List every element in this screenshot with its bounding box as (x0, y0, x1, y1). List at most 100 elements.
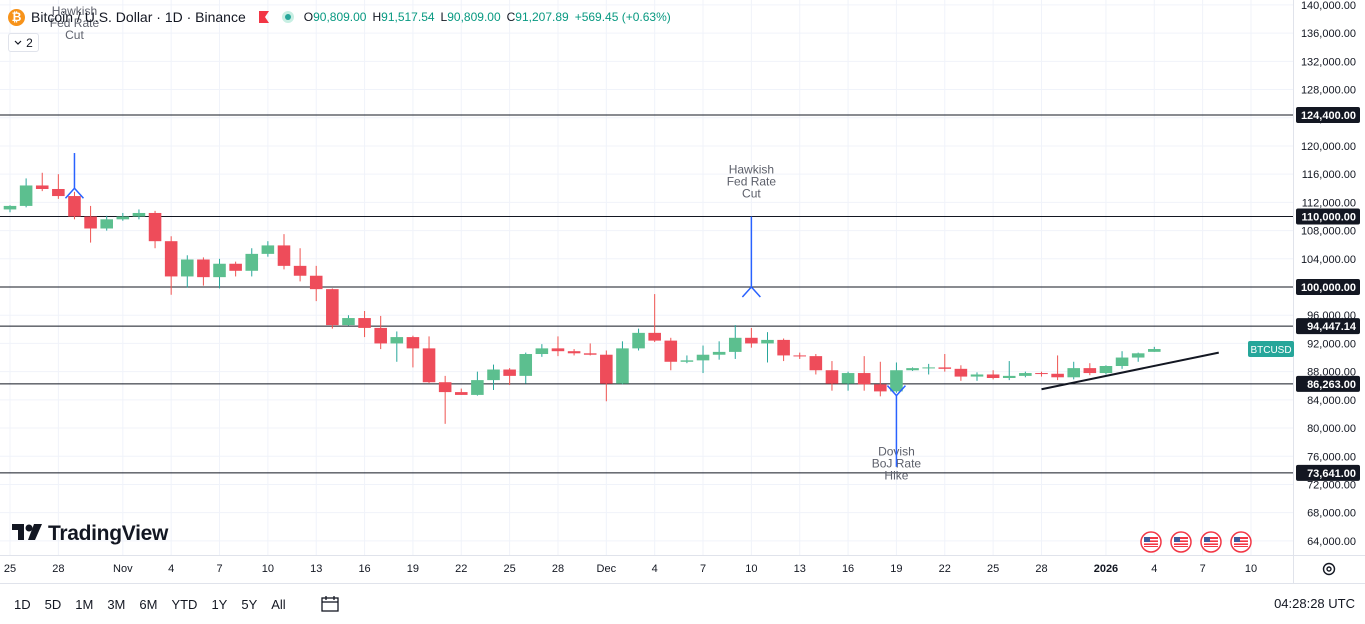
candle (1099, 365, 1113, 375)
annotation-text: Cut (742, 187, 761, 201)
candle-body (293, 265, 307, 276)
candle (1067, 361, 1080, 380)
timeframe-5d[interactable]: 5D (44, 596, 62, 612)
annotation-text: Hawkish (729, 163, 774, 177)
candle (954, 365, 968, 381)
candle-body (454, 392, 468, 395)
candle-body (1131, 353, 1145, 358)
us-flag-icon[interactable] (1170, 531, 1192, 553)
y-axis: 64,000.00 68,000.00 72,000.00 76,000.00 80,0… (1248, 0, 1365, 583)
chevron-down-icon (14, 40, 22, 45)
us-flag-icon[interactable] (1200, 531, 1222, 553)
x-tick-label: 25 (987, 563, 999, 575)
gear-icon[interactable] (1321, 561, 1337, 577)
ohlc-high-label: H (372, 10, 382, 24)
y-tick-label: 80,000.00 (1307, 423, 1356, 435)
timeframe-all[interactable]: All (271, 596, 286, 612)
candle (471, 371, 484, 396)
candle (761, 332, 774, 363)
symbol-title[interactable]: Bitcoin / U.S. Dollar · 1D · Binance (31, 9, 246, 25)
utc-clock[interactable]: 04:28:28 UTC (1274, 596, 1355, 611)
x-tick-label: 19 (890, 563, 902, 575)
indicators-toggle-button[interactable]: 2 (8, 33, 39, 52)
annotation-arrow-head (886, 385, 906, 397)
ohlc-low-label: L (440, 10, 448, 24)
flag-icon[interactable] (258, 11, 270, 23)
tradingview-logo-text: TradingView (48, 522, 169, 545)
us-flag-icon[interactable] (1230, 531, 1252, 553)
candle (1131, 352, 1145, 362)
y-tick-label: 132,000.00 (1301, 56, 1356, 68)
tradingview-logo[interactable]: TradingView (12, 522, 168, 546)
timeframe-1y[interactable]: 1Y (211, 596, 228, 612)
candle (326, 288, 339, 329)
candle (986, 370, 1000, 380)
timeframe-5y[interactable]: 5Y (241, 596, 258, 612)
x-tick-label: 4 (168, 563, 174, 575)
candle-body (906, 368, 919, 371)
candle-body (68, 196, 81, 217)
candle (3, 205, 17, 213)
candle (84, 205, 97, 243)
candle (616, 341, 629, 385)
x-tick-label: 7 (700, 563, 706, 575)
candle-body (825, 370, 839, 384)
horizontal-levels (0, 114, 1293, 474)
x-tick-label: 28 (52, 563, 64, 575)
timeframe-3m[interactable]: 3M (107, 596, 126, 612)
candle (567, 349, 581, 356)
level-price-label-bg (1296, 279, 1360, 296)
annotation-arrow-head (741, 285, 761, 298)
candle (1035, 371, 1048, 377)
level-price-label: 73,641.00 (1307, 468, 1356, 480)
last-price-symbol-label: BTCUSD (1250, 345, 1291, 356)
candle (1083, 363, 1097, 376)
ohlc-open-label: O (303, 10, 314, 24)
candle-body (19, 185, 33, 206)
x-tick-label: 13 (794, 563, 806, 575)
timeframe-ytd[interactable]: YTD (171, 596, 198, 612)
symbol-header: ₿ Bitcoin / U.S. Dollar · 1D · Binance O… (8, 7, 671, 27)
annotation-text: Hike (884, 469, 908, 483)
candle-body (632, 332, 645, 349)
candle (809, 354, 823, 375)
y-tick-label: 92,000.00 (1307, 338, 1356, 350)
candle (1115, 351, 1129, 369)
timeframe-1m[interactable]: 1M (75, 596, 94, 612)
x-tick-label: 7 (1200, 563, 1206, 575)
economic-events[interactable] (1140, 531, 1252, 553)
candle-body (648, 332, 661, 341)
event-marker-icon[interactable] (1140, 531, 1162, 553)
candle-body (841, 373, 855, 384)
candle-body (1035, 373, 1048, 375)
candle-body (1051, 373, 1064, 378)
candle-body (857, 373, 871, 385)
candle-body (938, 367, 952, 369)
candle (890, 362, 903, 393)
timeframe-1d[interactable]: 1D (14, 596, 31, 612)
candle (535, 344, 549, 357)
x-tick-label: 25 (503, 563, 515, 575)
candle-body (1067, 368, 1080, 378)
candle (857, 356, 871, 391)
candle-body (745, 337, 758, 344)
x-tick-label: 10 (262, 563, 274, 575)
candle-body (600, 354, 613, 384)
candle-body (567, 351, 581, 354)
candle (600, 350, 613, 402)
candle-body (181, 259, 194, 277)
indicator-count: 2 (26, 35, 33, 50)
candle-body (422, 348, 436, 383)
x-tick-label: 16 (358, 563, 370, 575)
candle (245, 248, 259, 277)
timeframe-6m[interactable]: 6M (139, 596, 158, 612)
candle-body (35, 185, 49, 189)
y-tick-label: 140,000.00 (1301, 0, 1356, 12)
candle-body (116, 216, 130, 220)
calendar-icon[interactable] (320, 595, 340, 613)
candle (1148, 346, 1161, 352)
candle-body (551, 348, 565, 352)
candle-body (1019, 373, 1032, 376)
candle-body (712, 351, 726, 355)
